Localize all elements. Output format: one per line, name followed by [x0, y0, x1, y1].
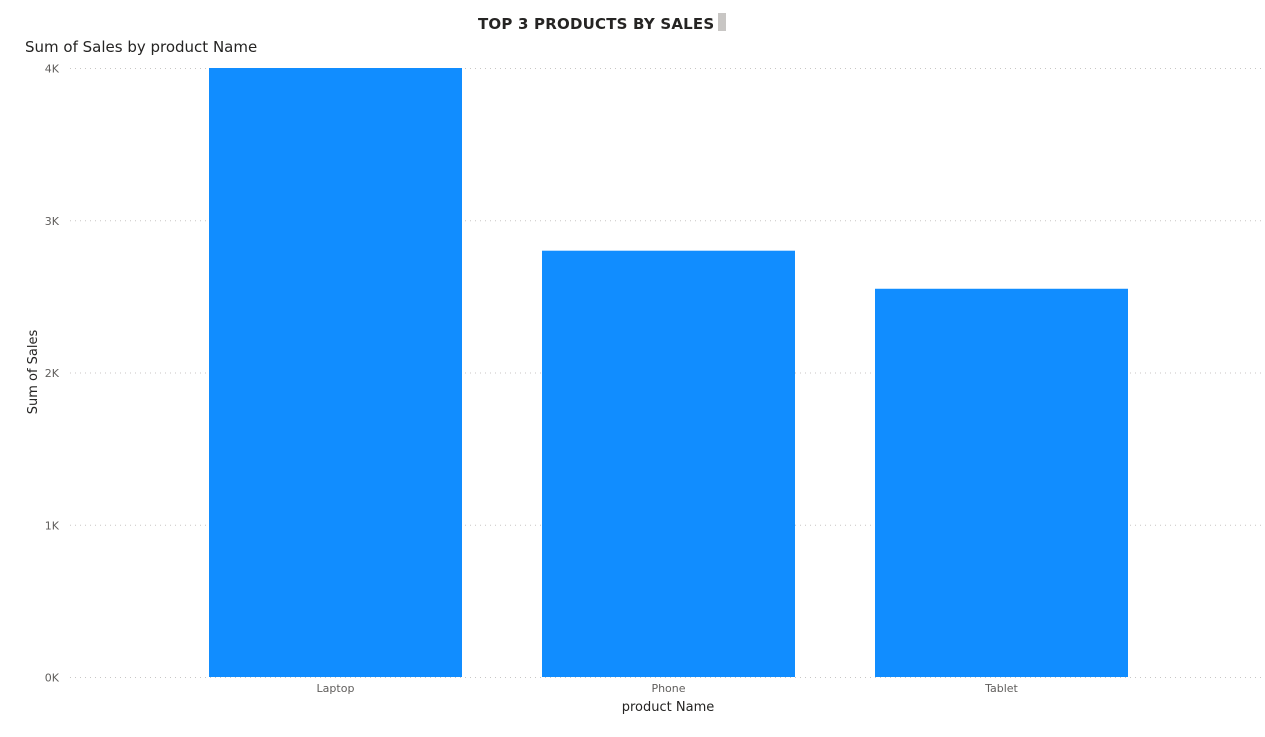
y-axis-ticks: 0K 1K 2K 3K 4K — [45, 63, 60, 685]
x-tick-label: Tablet — [984, 682, 1018, 695]
bar-laptop[interactable] — [209, 68, 462, 677]
x-tick-label: Phone — [651, 682, 685, 695]
x-tick-label: Laptop — [317, 682, 355, 695]
y-tick-label: 2K — [45, 367, 60, 380]
y-tick-label: 1K — [45, 519, 60, 532]
bars — [209, 68, 1128, 677]
x-axis-ticks: Laptop Phone Tablet — [317, 682, 1019, 695]
bar-tablet[interactable] — [875, 289, 1128, 677]
bar-phone[interactable] — [542, 251, 795, 677]
y-axis-title: Sum of Sales — [26, 330, 41, 415]
y-tick-label: 3K — [45, 215, 60, 228]
x-axis-title: product Name — [622, 700, 715, 715]
y-tick-label: 0K — [45, 672, 60, 685]
y-tick-label: 4K — [45, 63, 60, 76]
